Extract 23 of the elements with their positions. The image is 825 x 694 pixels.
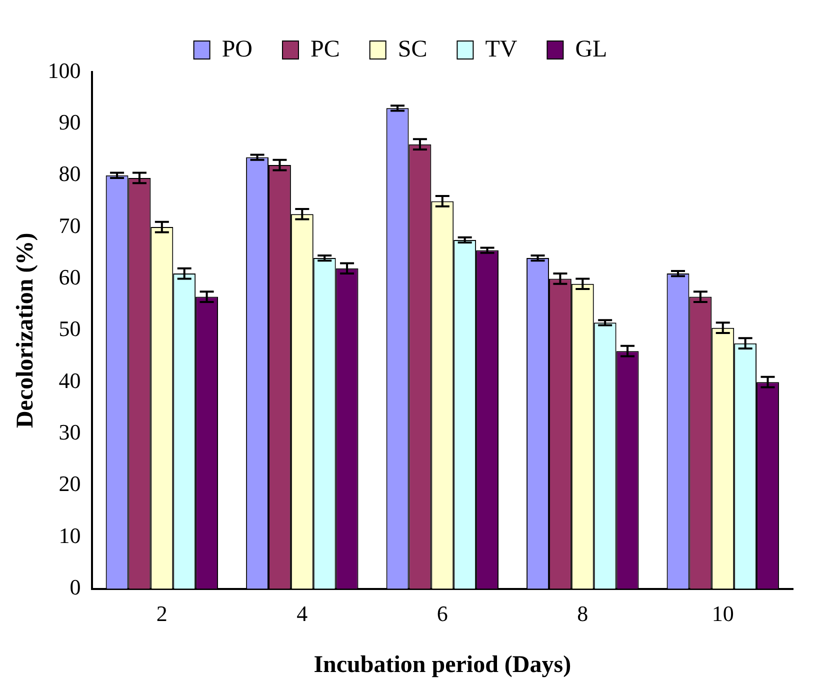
x-tick-label: 4 bbox=[296, 600, 308, 626]
y-tick-label: 80 bbox=[58, 161, 81, 186]
legend-label: GL bbox=[575, 36, 608, 62]
x-tick-label: 8 bbox=[577, 600, 588, 626]
legend-label: PC bbox=[310, 36, 340, 62]
x-axis-title: Incubation period (Days) bbox=[314, 652, 572, 678]
y-tick-label: 100 bbox=[48, 58, 81, 83]
x-tick-label: 2 bbox=[156, 600, 168, 626]
y-tick-label: 40 bbox=[58, 368, 81, 393]
y-tick-label: 60 bbox=[58, 264, 81, 290]
y-tick-label: 30 bbox=[58, 420, 81, 445]
y-tick-label: 50 bbox=[58, 316, 81, 342]
y-tick-label: 90 bbox=[58, 109, 81, 134]
legend-label: PO bbox=[222, 36, 252, 62]
x-tick-label: 6 bbox=[436, 600, 448, 626]
y-tick-label: 20 bbox=[58, 471, 81, 496]
legend-label: SC bbox=[398, 36, 428, 62]
x-tick-label: 10 bbox=[712, 600, 734, 626]
y-tick-label: 70 bbox=[58, 212, 81, 238]
legend-label: TV bbox=[485, 36, 518, 62]
y-tick-label: 10 bbox=[58, 522, 81, 548]
y-tick-label: 0 bbox=[70, 574, 81, 600]
y-axis-title: Decolorization (%) bbox=[12, 232, 39, 428]
